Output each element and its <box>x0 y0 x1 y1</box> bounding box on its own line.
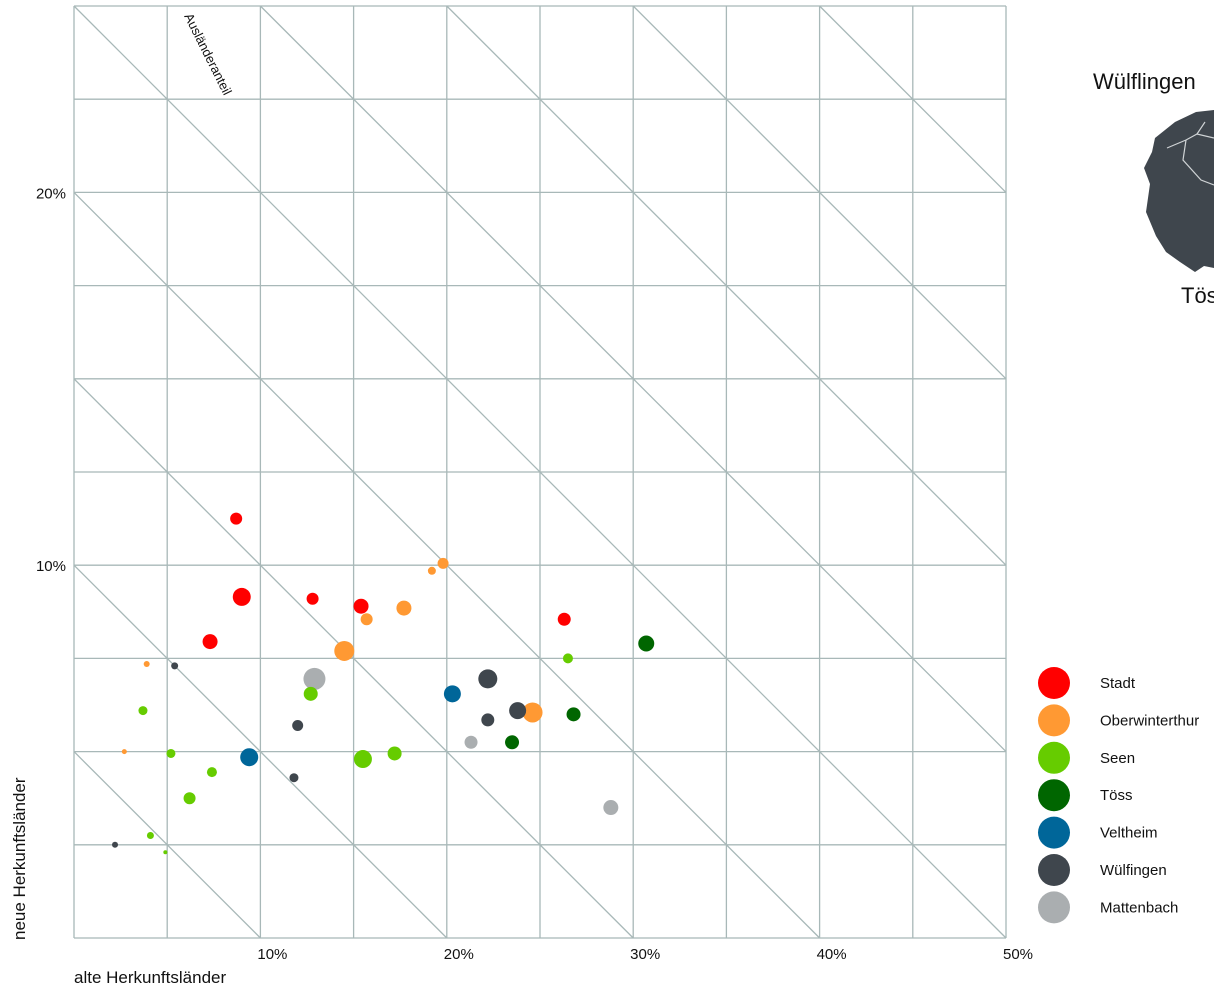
legend-swatch <box>1038 779 1070 812</box>
legend-swatch <box>1038 667 1070 699</box>
data-point-seen <box>303 686 318 701</box>
diagonal-grid-line <box>632 5 1007 380</box>
data-point-stadt <box>230 512 243 525</box>
data-point-seen <box>353 750 372 769</box>
legend-label: Wülfingen <box>1100 862 1167 879</box>
data-point-oberwinterthur <box>121 749 127 755</box>
legend-label: Seen <box>1100 750 1135 767</box>
data-point-stadt <box>306 592 319 605</box>
data-point-oberwinterthur <box>334 640 355 661</box>
data-point-veltheim <box>443 685 461 703</box>
data-point-w-lfingen <box>171 662 179 670</box>
data-point-seen <box>562 653 573 664</box>
legend: Stadt Oberwinterthur Seen Töss Veltheim Wülfi… <box>1038 667 1199 924</box>
diagonal-grid-line <box>259 5 1007 753</box>
legend-label: Stadt <box>1100 675 1136 692</box>
data-point-oberwinterthur <box>437 557 449 569</box>
legend-label: Oberwinterthur <box>1100 712 1199 729</box>
data-point-t-ss <box>566 707 581 722</box>
x-tick-label: 50% <box>1003 946 1033 963</box>
legend-swatch <box>1038 891 1070 924</box>
y-tick-label: 10% <box>36 558 66 575</box>
wuelflingen-district-shape <box>1144 110 1214 272</box>
legend-label: Töss <box>1100 787 1133 804</box>
legend-swatch <box>1038 816 1070 849</box>
data-point-seen <box>166 748 176 758</box>
x-tick-label: 30% <box>630 946 660 963</box>
data-point-t-ss <box>638 635 655 652</box>
map-label-toess: Töss <box>1181 283 1214 308</box>
data-point-w-lfingen <box>478 669 498 689</box>
data-point-w-lfingen <box>289 773 299 783</box>
diagonal-grid-line <box>73 564 448 939</box>
legend-swatch <box>1038 704 1070 737</box>
diagonal-axis-label: Ausländeranteil <box>181 11 235 98</box>
data-point-oberwinterthur <box>396 600 412 616</box>
data-point-oberwinterthur <box>143 660 150 667</box>
x-tick-labels: 10% 20% 30% 40% 50% <box>257 946 1033 963</box>
data-point-oberwinterthur <box>360 613 373 626</box>
data-point-t-ss <box>505 735 520 750</box>
diagonal-grid-line <box>73 5 1007 939</box>
x-axis-label: alte Herkunftsländer <box>74 968 226 984</box>
data-point-stadt <box>232 587 251 606</box>
data-point-seen <box>146 831 154 839</box>
data-point-mattenbach <box>464 735 478 749</box>
diagonal-grid-line <box>446 5 1007 566</box>
data-point-mattenbach <box>603 800 619 816</box>
x-tick-label: 40% <box>817 946 847 963</box>
data-point-stadt <box>557 612 571 626</box>
data-point-seen <box>138 706 148 716</box>
data-point-oberwinterthur <box>427 566 436 575</box>
data-point-seen <box>387 746 402 761</box>
y-tick-label: 20% <box>36 185 66 202</box>
data-point-seen <box>163 850 168 855</box>
legend-swatch <box>1038 854 1070 886</box>
data-point-seen <box>183 792 196 805</box>
data-point-w-lfingen <box>481 713 495 727</box>
y-tick-labels: 10% 20% <box>36 185 66 575</box>
data-points <box>112 512 655 855</box>
wuelflingen-subdistrict-borders <box>1166 121 1214 186</box>
map-label-wuelflingen: Wülflingen <box>1093 69 1196 94</box>
data-point-mattenbach <box>303 667 326 690</box>
x-tick-label: 20% <box>444 946 474 963</box>
data-point-seen <box>206 767 217 778</box>
data-point-stadt <box>202 634 218 650</box>
data-point-stadt <box>353 598 369 614</box>
diagonal-grid-line <box>73 378 634 939</box>
data-point-w-lfingen <box>509 702 527 720</box>
legend-label: Mattenbach <box>1100 899 1178 916</box>
diagonal-grid-line <box>819 5 1007 193</box>
diagonal-grid-line <box>73 751 261 939</box>
data-point-w-lfingen <box>112 841 119 848</box>
diagonal-grid <box>73 5 1007 939</box>
legend-swatch <box>1038 741 1070 774</box>
data-point-oberwinterthur <box>522 702 543 723</box>
data-point-w-lfingen <box>292 720 304 732</box>
data-point-veltheim <box>240 748 259 767</box>
legend-label: Veltheim <box>1100 825 1158 842</box>
map-inset: Wülflingen Töss <box>1093 69 1214 308</box>
y-axis-label: neue Herkunftsländer <box>10 777 29 940</box>
x-tick-label: 10% <box>257 946 287 963</box>
